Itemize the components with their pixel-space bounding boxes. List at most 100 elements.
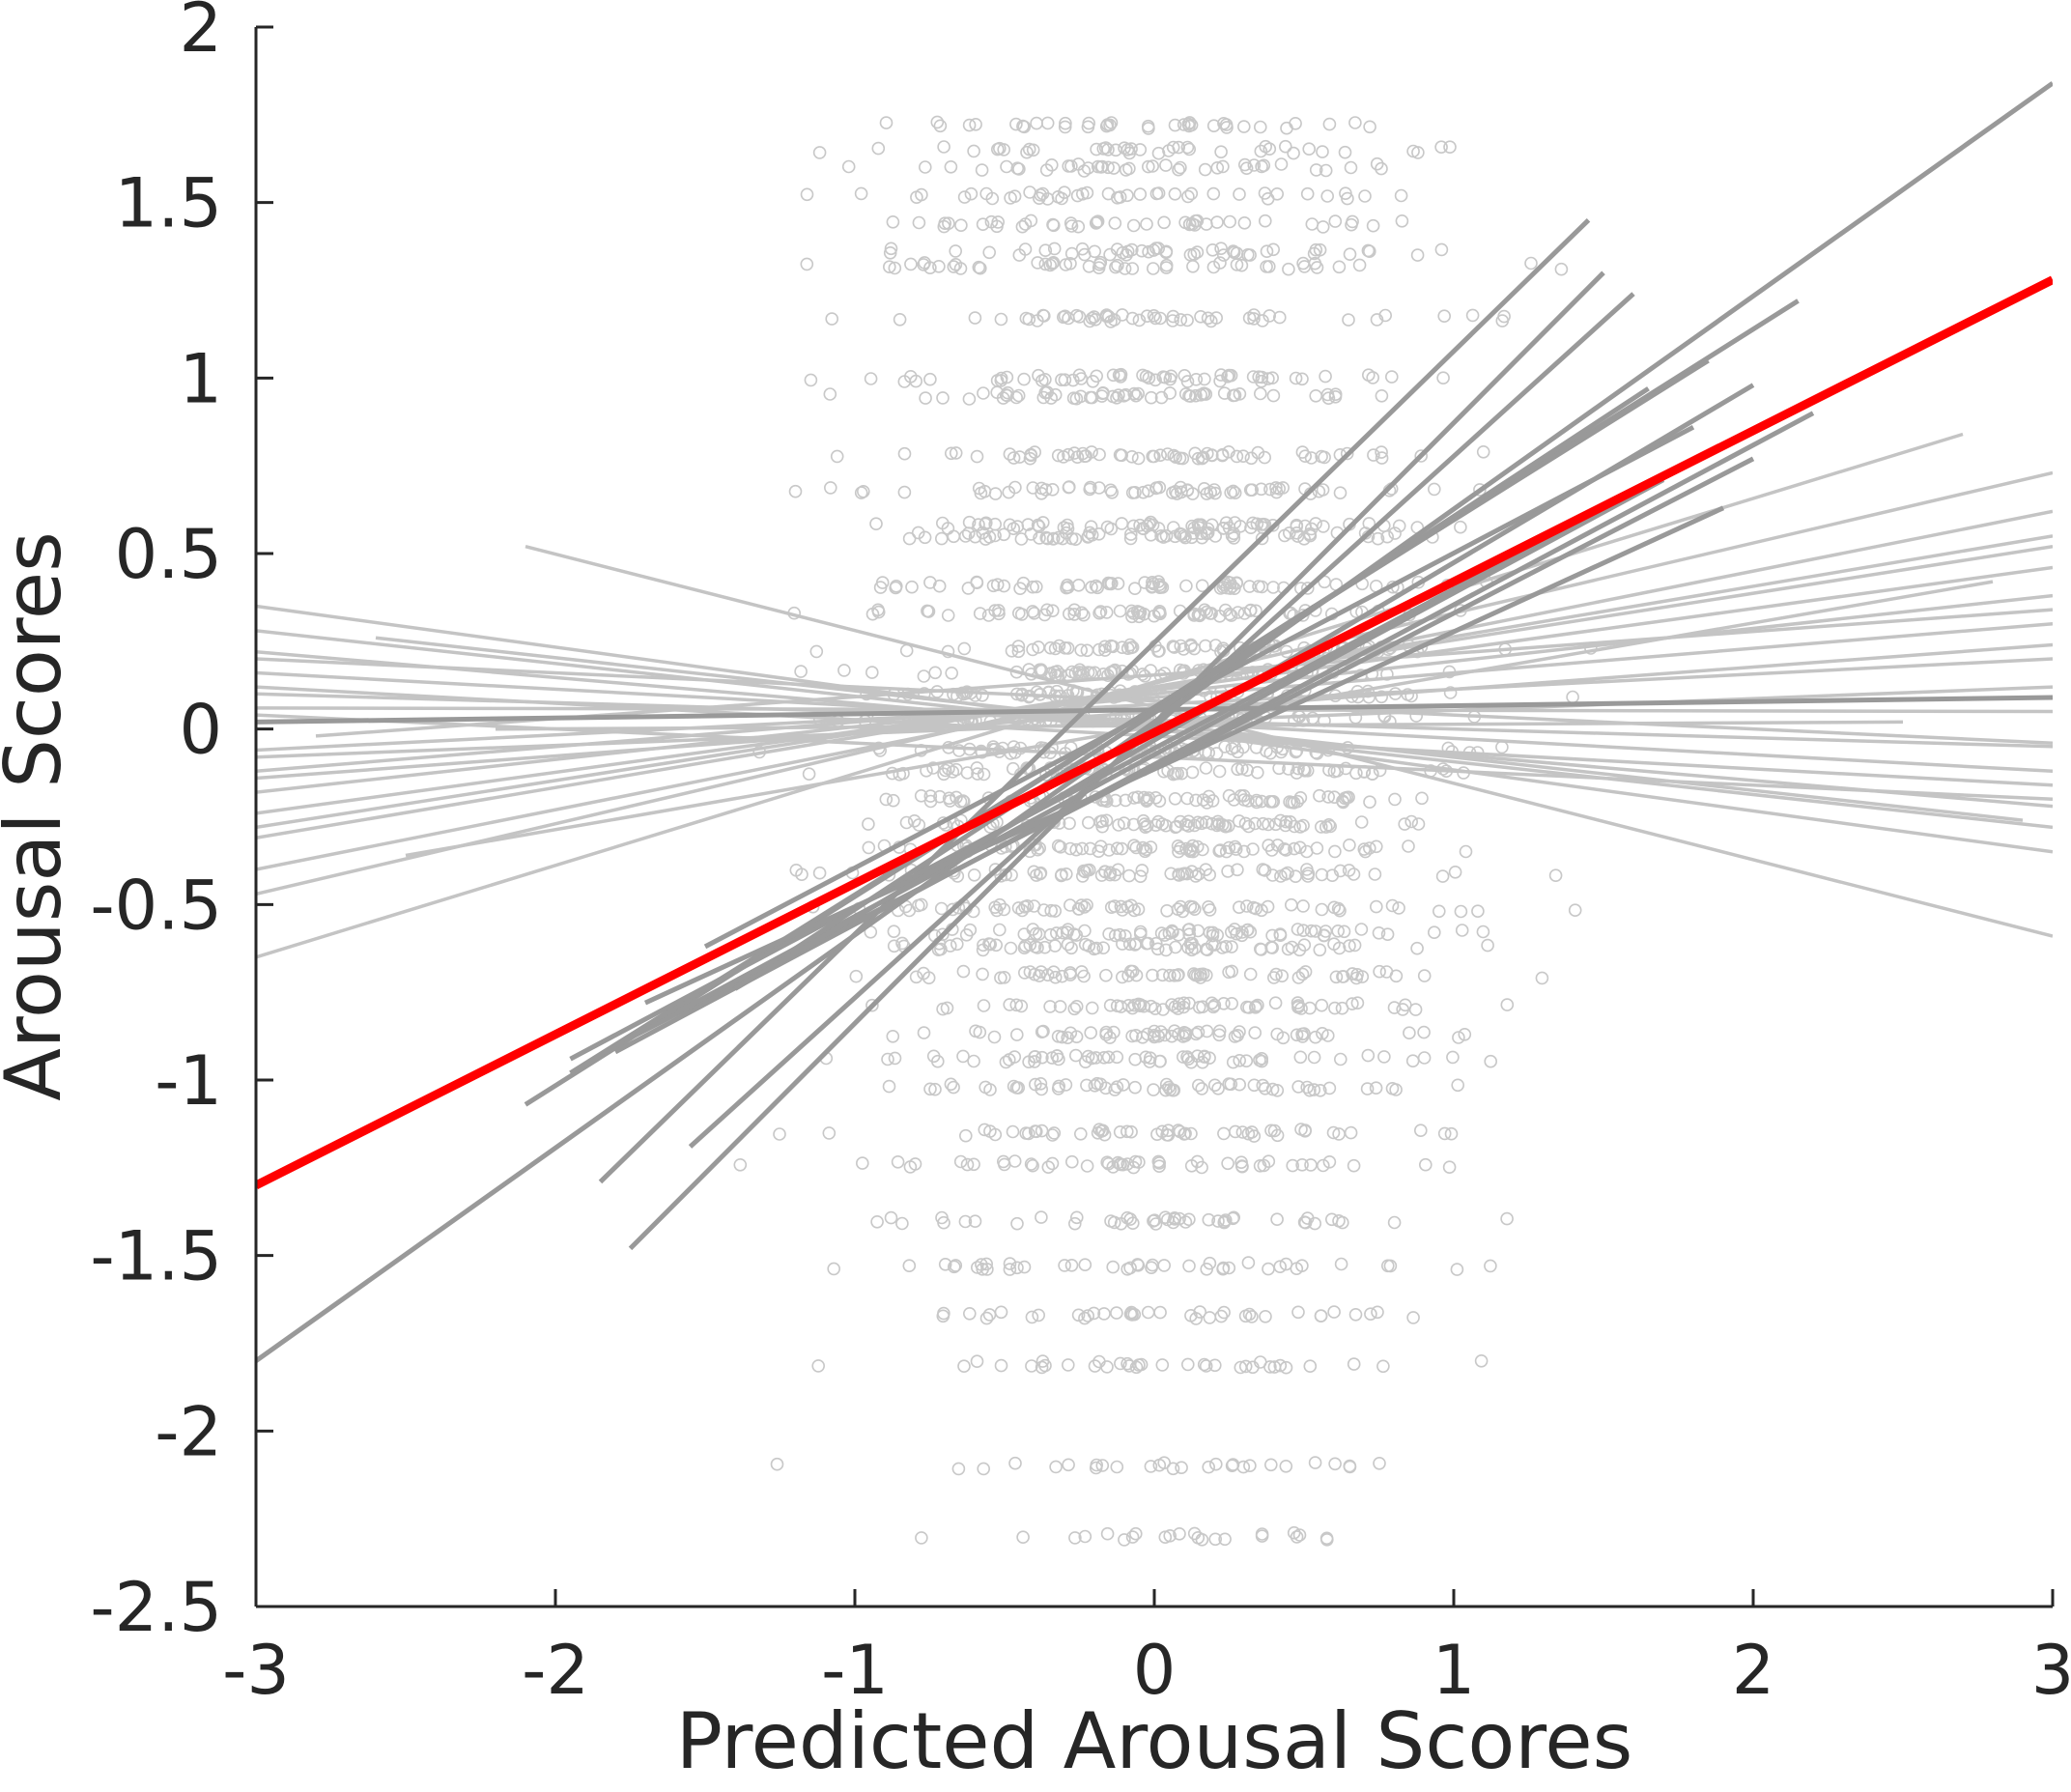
scatter-point <box>1193 1305 1206 1319</box>
scatter-point <box>931 943 946 957</box>
axes: -3 -2 -1 0 1 2 3 -2.5 -2 -1.5 -1 -0.5 0 0.5 1 1.5 2 <box>90 0 2071 1710</box>
scatter-point <box>1210 928 1224 942</box>
scatter-point <box>1395 214 1409 228</box>
scatter-point <box>1289 869 1302 884</box>
scatter-point <box>1067 1002 1082 1016</box>
scatter-point <box>1267 971 1281 984</box>
scatter-point <box>1187 521 1201 535</box>
scatter-point <box>1222 444 1235 459</box>
scatter-point <box>865 607 880 621</box>
scatter-point <box>947 529 961 544</box>
scatter-point <box>1048 387 1063 402</box>
scatter-point <box>882 1079 896 1094</box>
scatter-point <box>1048 904 1062 918</box>
scatter-point <box>1398 817 1411 831</box>
scatter-point <box>1410 941 1424 955</box>
scatter-point <box>1133 518 1147 532</box>
scatter-point <box>907 813 922 828</box>
scatter-point <box>1191 1025 1206 1039</box>
scatter-point <box>1231 745 1244 759</box>
scatter-point <box>926 1049 941 1064</box>
scatter-point <box>988 900 1002 915</box>
scatter-point <box>811 1359 826 1373</box>
scatter-point <box>1295 372 1309 386</box>
scatter-point <box>961 526 976 540</box>
scatter-point <box>1084 1026 1097 1039</box>
scatter-point <box>1155 1124 1169 1139</box>
y-tick-label: -2 <box>155 1392 222 1471</box>
scatter-point <box>1140 792 1154 807</box>
scatter-point <box>1074 372 1089 385</box>
scatter-point <box>950 937 964 952</box>
scatter-point <box>1145 390 1158 405</box>
scatter-point <box>1026 1158 1039 1173</box>
scatter-point <box>994 371 1008 385</box>
scatter-point <box>1140 217 1153 231</box>
scatter-point <box>1336 795 1350 810</box>
scatter-point <box>1497 309 1511 324</box>
scatter-point <box>1077 900 1092 914</box>
scatter-point <box>941 522 955 535</box>
scatter-point <box>830 449 844 464</box>
scatter-point <box>922 971 936 985</box>
scatter-point <box>1274 869 1288 883</box>
scatter-point <box>1481 938 1494 953</box>
scatter-point <box>1292 1528 1307 1542</box>
scatter-point <box>1202 1212 1216 1227</box>
scatter-point <box>1126 1216 1140 1230</box>
scatter-point <box>886 215 900 229</box>
scatter-point <box>1122 161 1136 176</box>
scatter-point <box>1225 997 1238 1010</box>
scatter-point <box>1249 604 1262 618</box>
scatter-point <box>1048 939 1062 953</box>
scatter-point <box>1198 372 1211 386</box>
scatter-point <box>1414 449 1428 463</box>
scatter-point <box>1292 943 1307 957</box>
scatter-point <box>1328 214 1343 228</box>
scatter-point <box>978 1123 992 1137</box>
scatter-point <box>1185 865 1199 879</box>
scatter-point <box>1137 607 1151 621</box>
scatter-point <box>1474 1354 1489 1368</box>
scatter-point <box>1410 248 1425 262</box>
scatter-point <box>1189 388 1203 403</box>
scatter-point <box>950 790 963 805</box>
scatter-point <box>1069 842 1083 857</box>
scatter-point <box>1254 120 1267 134</box>
scatter-point <box>971 767 984 781</box>
scatter-point <box>1237 120 1251 133</box>
scatter-point <box>1183 844 1198 859</box>
scatter-point <box>1009 117 1023 131</box>
scatter-point <box>862 817 875 831</box>
scatter-point <box>1131 386 1145 401</box>
scatter-point <box>1147 308 1161 323</box>
scatter-point <box>1180 1050 1194 1064</box>
y-axis-title: Arousal Scores <box>0 531 78 1101</box>
scatter-point <box>1075 965 1089 979</box>
scatter-point <box>991 215 1005 229</box>
scatter-point <box>945 666 959 680</box>
scatter-point <box>1010 1028 1024 1041</box>
scatter-point <box>1113 1157 1127 1171</box>
scatter-point <box>1059 258 1073 271</box>
scatter-point <box>988 517 1002 531</box>
scatter-point <box>879 792 894 807</box>
scatter-point <box>1319 820 1333 834</box>
scatter-point <box>1119 793 1132 808</box>
scatter-point <box>1071 219 1086 234</box>
scatter-point <box>1018 966 1032 980</box>
scatter-point <box>1225 924 1238 939</box>
scatter-point <box>968 529 982 544</box>
scatter-point <box>1231 762 1244 777</box>
scatter-point <box>1024 527 1038 541</box>
scatter-point <box>1167 521 1180 534</box>
scatter-point <box>1228 486 1242 500</box>
scatter-point <box>918 256 931 270</box>
scatter-point <box>1221 1156 1234 1171</box>
group-fit-line <box>256 275 2053 1190</box>
scatter-point <box>1146 968 1159 982</box>
scatter-point <box>1094 868 1109 882</box>
scatter-point <box>1010 1216 1024 1231</box>
scatter-points <box>733 115 1598 1547</box>
scatter-point <box>1024 1157 1038 1171</box>
